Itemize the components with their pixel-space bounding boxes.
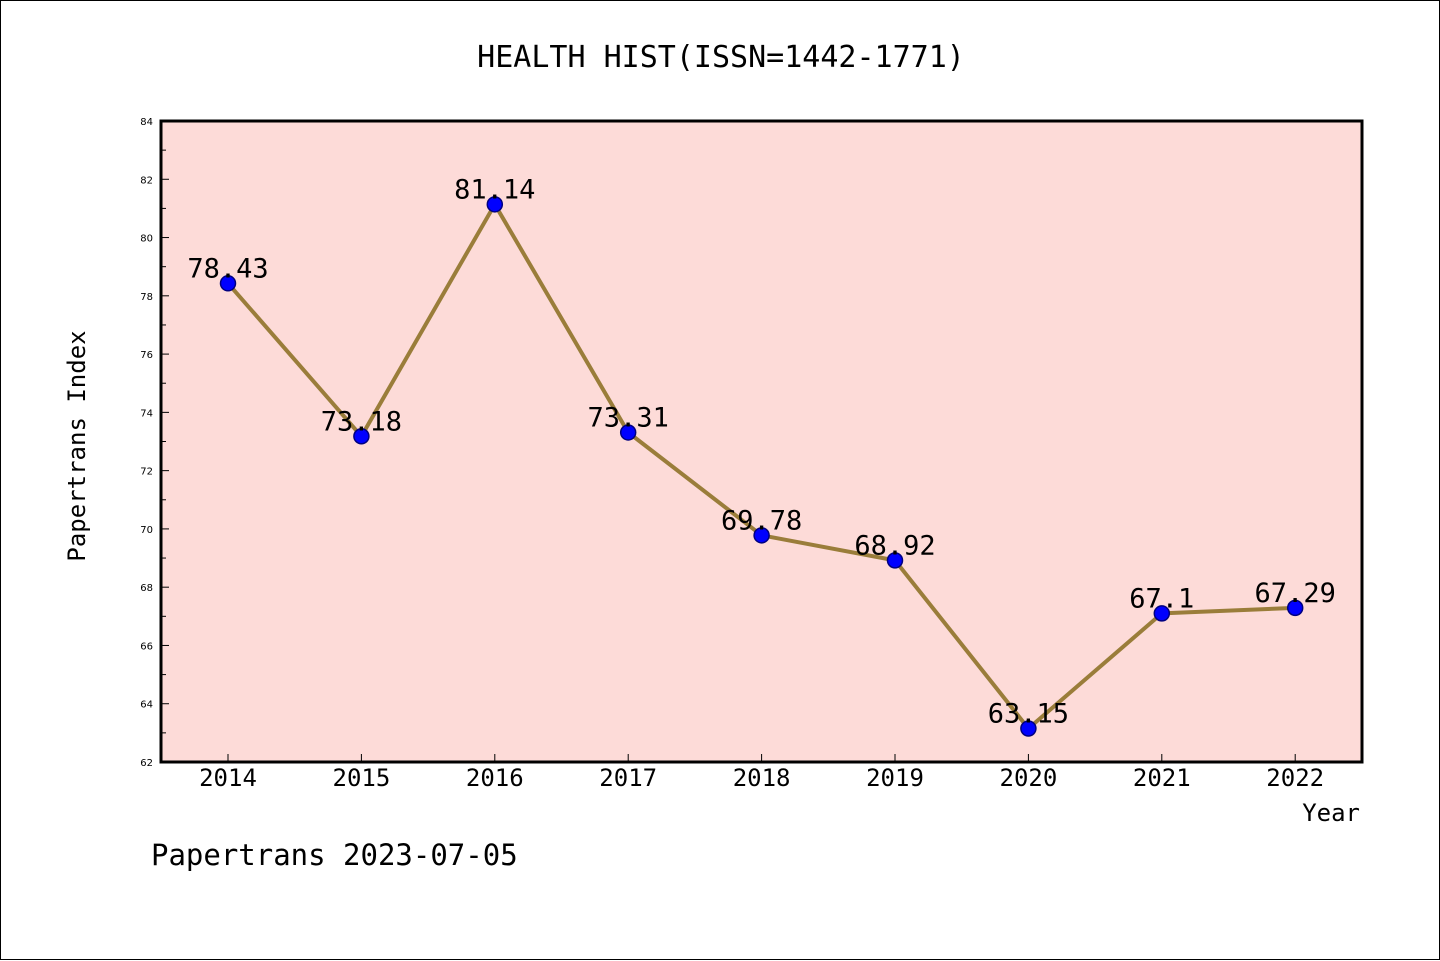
chart-title: HEALTH HIST(ISSN=1442-1771): [477, 40, 965, 75]
x-tick-label: 2020: [1000, 764, 1058, 792]
data-point: [486, 196, 504, 213]
data-point: [1020, 720, 1037, 737]
data-label: 68.92: [854, 530, 935, 561]
data-label: 81.14: [454, 174, 535, 205]
y-axis-label: Papertrans Index: [63, 330, 91, 561]
y-tick-label: 74: [140, 408, 153, 419]
y-tick-label: 80: [140, 234, 153, 245]
footer-text: Papertrans 2023-07-05: [151, 838, 518, 872]
x-tick-label: 2017: [599, 764, 657, 792]
data-point: [619, 424, 637, 441]
data-label: 67.1: [1129, 583, 1194, 614]
x-tick-label: 2022: [1266, 764, 1324, 792]
data-label: 63.15: [988, 698, 1069, 729]
x-tick-label: 2021: [1133, 764, 1191, 792]
y-tick-label: 68: [140, 583, 153, 594]
x-axis-label: Year: [1302, 799, 1360, 827]
plot-area: [159, 119, 1364, 764]
y-axis-ticks: 62 64 66 68 70 72 74 76 78 80 82 84: [140, 117, 169, 769]
data-labels: 78.43 73.18 81.14 73.31 69.78 68.92 63.15 67.1 6…: [187, 174, 1335, 729]
data-markers: [219, 196, 1304, 737]
x-tick-label: 2018: [733, 764, 791, 792]
y-tick-label: 70: [140, 525, 153, 536]
data-point: [1286, 599, 1304, 617]
y-tick-label: 64: [140, 700, 153, 711]
data-point: [886, 552, 904, 569]
y-tick-label: 66: [140, 641, 153, 652]
x-tick-label: 2014: [199, 764, 257, 792]
y-tick-label: 76: [140, 350, 153, 361]
y-tick-label: 62: [140, 758, 153, 769]
data-point: [1153, 605, 1171, 622]
x-tick-label: 2016: [466, 764, 524, 792]
y-tick-label: 78: [140, 292, 153, 303]
y-tick-label: 82: [140, 175, 153, 186]
data-label: 69.78: [721, 505, 802, 536]
data-point: [219, 275, 237, 292]
data-label: 73.31: [588, 402, 669, 433]
data-label: 67.29: [1255, 578, 1336, 609]
data-label: 73.18: [321, 406, 402, 437]
y-tick-label: 72: [140, 467, 153, 478]
x-tick-label: 2015: [333, 764, 391, 792]
x-tick-label: 2019: [866, 764, 924, 792]
y-tick-label: 84: [140, 117, 153, 128]
data-point: [753, 527, 770, 544]
data-label: 78.43: [187, 253, 268, 284]
data-point: [353, 428, 370, 445]
x-axis-ticks: 2014 2015 2016 2017 2018 2019 2020 2021 2022: [199, 754, 1324, 792]
